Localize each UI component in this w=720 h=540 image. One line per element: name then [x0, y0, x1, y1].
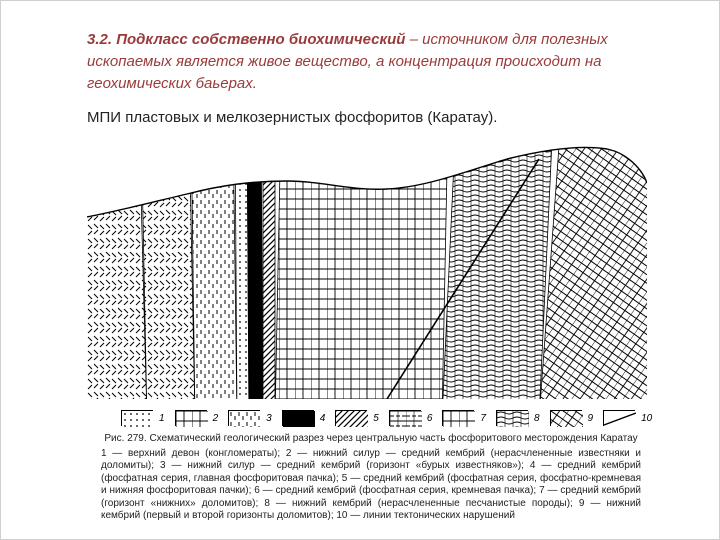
legend-label-3: 3 — [266, 413, 272, 424]
legend-label-9: 9 — [588, 413, 594, 424]
legend-swatch-6 — [389, 410, 421, 426]
cross-section-diagram — [87, 139, 647, 399]
legend-label-4: 4 — [320, 413, 326, 424]
legend-label-5: 5 — [373, 413, 379, 424]
subtitle: МПИ пластовых и мелкозернистых фосфорито… — [87, 109, 647, 126]
legend-swatch-9 — [550, 410, 582, 426]
figure-caption: Рис. 279. Схематический геологический ра… — [101, 433, 641, 523]
legend-swatch-1 — [121, 410, 153, 426]
cross-section-svg — [87, 139, 647, 399]
heading-dash: – — [405, 31, 422, 48]
legend-swatch-4 — [282, 410, 314, 426]
legend-label-6: 6 — [427, 413, 433, 424]
legend-swatch-8 — [496, 410, 528, 426]
section-heading: 3.2. Подкласс собственно биохимический –… — [87, 29, 647, 94]
heading-number: 3.2. — [87, 31, 112, 48]
figure-label: Рис. 279. — [104, 433, 146, 444]
figure-title: Схематический геологический разрез через… — [149, 433, 637, 444]
legend-swatch-3 — [228, 410, 260, 426]
legend-swatch-5 — [335, 410, 367, 426]
legend-swatch-7 — [442, 410, 474, 426]
legend-swatch-10 — [603, 410, 635, 426]
legend-row: 12345678910 — [121, 407, 641, 429]
legend-label-8: 8 — [534, 413, 540, 424]
legend-label-7: 7 — [480, 413, 486, 424]
legend-label-10: 10 — [641, 413, 652, 424]
legend-label-2: 2 — [213, 413, 219, 424]
heading-bold: Подкласс собственно биохимический — [116, 31, 405, 48]
legend-label-1: 1 — [159, 413, 165, 424]
figure-body: 1 — верхний девон (конгломераты); 2 — ни… — [101, 448, 641, 522]
legend-swatch-2 — [175, 410, 207, 426]
